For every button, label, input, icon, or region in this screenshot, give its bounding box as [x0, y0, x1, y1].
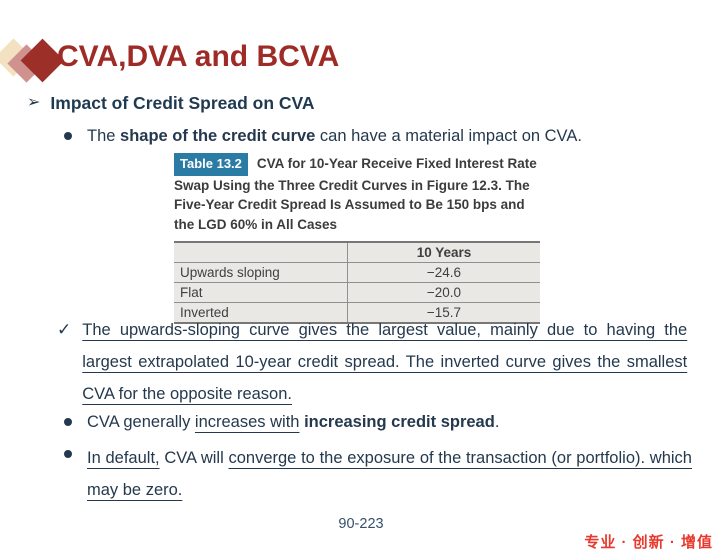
bullet-increase-post: .	[494, 413, 500, 431]
page-number: 90-223	[338, 516, 384, 532]
table-header-empty	[174, 242, 348, 263]
row-label: Inverted	[174, 302, 348, 323]
bullet-shape: The shape of the credit curve can have a…	[64, 124, 582, 149]
row-value: −20.0	[347, 282, 540, 303]
heading-row: ➢ Impact of Credit Spread on CVA	[27, 92, 315, 114]
row-value: −24.6	[347, 262, 540, 283]
check-note-text: The upwards-sloping curve gives the larg…	[82, 314, 687, 410]
table-row: Inverted −15.7	[174, 302, 540, 323]
bullet-default-text: In default, CVA will converge to the exp…	[87, 442, 692, 506]
bullet-default-u2: converge to the exposure of the transact…	[87, 449, 692, 499]
bullet-shape-pre: The	[87, 127, 121, 145]
table-row: Flat −20.0	[174, 282, 540, 303]
arrow-bullet-icon: ➢	[27, 94, 41, 111]
bullet-shape-text: The shape of the credit curve can have a…	[87, 124, 582, 149]
bullet-increase-underlined: increases with	[194, 413, 300, 431]
row-value: −15.7	[347, 302, 540, 323]
table-header-row: 10 Years	[174, 242, 540, 263]
table-header-10years: 10 Years	[347, 242, 540, 263]
table-number-chip: Table 13.2	[174, 153, 248, 176]
heading-label: Impact of Credit Spread on CVA	[50, 93, 315, 113]
bullet-default-mid: CVA will	[159, 449, 229, 467]
disc-bullet-icon	[64, 450, 72, 458]
table-figure: Table 13.2 CVA for 10-Year Receive Fixed …	[174, 153, 540, 324]
table-caption-text: CVA for 10-Year Receive Fixed Interest R…	[174, 156, 537, 232]
table-caption: Table 13.2 CVA for 10-Year Receive Fixed …	[174, 153, 540, 234]
bullet-shape-post: can have a material impact on CVA.	[315, 127, 582, 145]
cva-table: 10 Years Upwards sloping −24.6 Flat −20.…	[174, 241, 540, 324]
bullet-increase: CVA generally increases with increasing …	[64, 410, 499, 435]
bullet-increase-pre: CVA generally	[87, 413, 195, 431]
row-label: Upwards sloping	[174, 262, 348, 283]
bullet-shape-bold: shape of the credit curve	[120, 127, 316, 145]
page-title: CVA,DVA and BCVA	[57, 40, 340, 73]
check-note: ✓ The upwards-sloping curve gives the la…	[57, 314, 687, 410]
bullet-default: In default, CVA will converge to the exp…	[64, 442, 692, 506]
disc-bullet-icon	[64, 132, 72, 140]
bullet-increase-bold: increasing credit spread	[304, 413, 495, 431]
check-note-underlined: The upwards-sloping curve gives the larg…	[82, 321, 688, 403]
disc-bullet-icon	[64, 418, 72, 426]
table-row: Upwards sloping −24.6	[174, 262, 540, 283]
footer-slogan: 专业 · 创新 · 增值	[584, 534, 713, 551]
check-icon: ✓	[57, 320, 72, 339]
bullet-default-u1: In default,	[87, 449, 160, 467]
bullet-increase-text: CVA generally increases with increasing …	[87, 410, 499, 435]
row-label: Flat	[174, 282, 348, 303]
